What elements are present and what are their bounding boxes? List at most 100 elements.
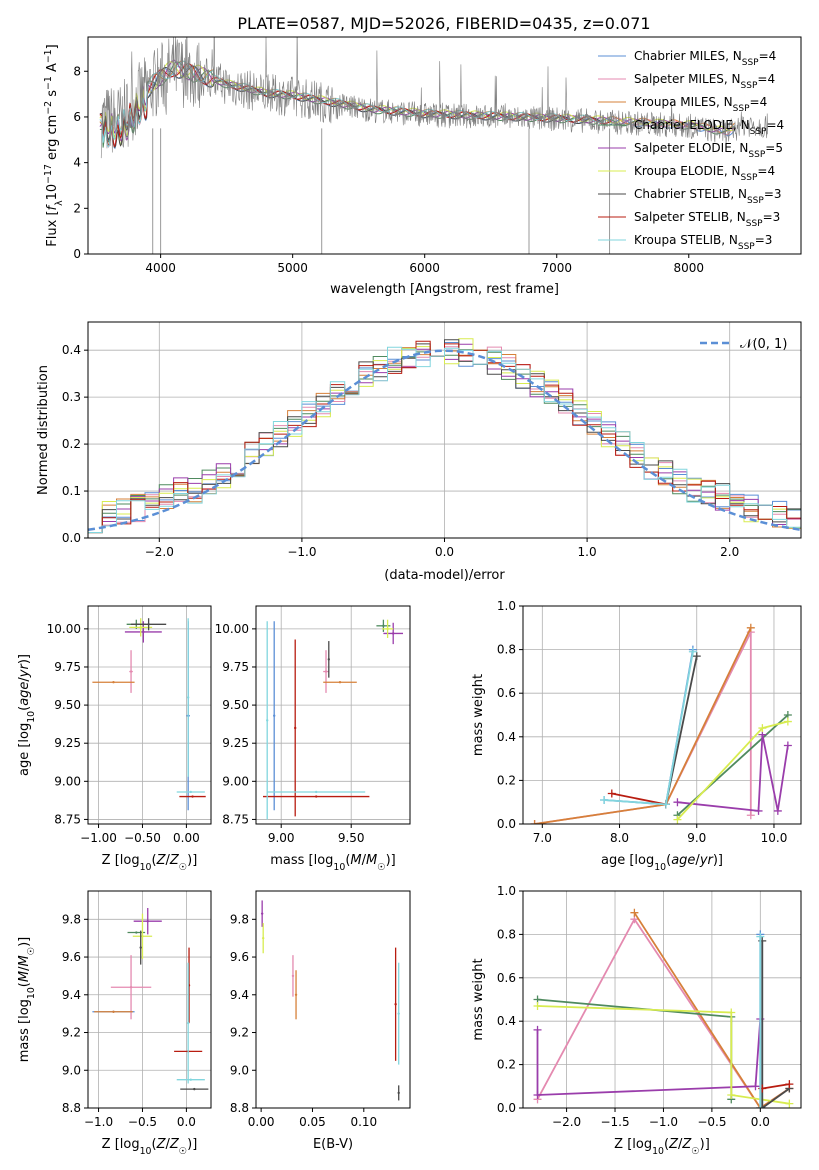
- label-part: Z: [169, 1137, 180, 1152]
- panel-residual-histogram: −2.0 −1.0 0.0 1.0 2.0 0.0 0.1 0.2 0.3 0.4 𝒩(0, 1) (…: [36, 321, 802, 583]
- data-point: [129, 670, 133, 673]
- mass-weight-series: [611, 792, 667, 806]
- y-tick-label: 10.00: [47, 622, 81, 636]
- plot-area: [99, 37, 768, 254]
- axes-frame: [522, 605, 802, 825]
- y-tick-label: 9.25: [222, 736, 249, 750]
- plot-area: [260, 900, 400, 1101]
- axes-frame: [255, 605, 411, 825]
- plus-marker: [688, 647, 697, 656]
- data-point: [141, 935, 144, 938]
- label-part: −17: [43, 164, 54, 184]
- panel-age-vs-mass: 9.00 9.50 8.75 9.00 9.25 9.50 9.75 10.00 mass [l…: [215, 605, 411, 873]
- y-tick-label: 6: [73, 110, 81, 124]
- data-point: [338, 681, 342, 684]
- legend-label: Chabrier STELIB, NSSP=3: [634, 187, 782, 206]
- data-point: [392, 632, 395, 635]
- data-point: [294, 993, 298, 996]
- y-tick-label: 0.1: [62, 484, 81, 498]
- x-tick-label: 8000: [673, 261, 704, 275]
- legend-label: Kroupa ELODIE, NSSP=4: [634, 164, 775, 183]
- x-tick-label: −1.0: [649, 1115, 678, 1129]
- y-tick-label: 0.2: [62, 437, 81, 451]
- y-tick-label: 0.0: [497, 817, 516, 831]
- data-point: [327, 658, 330, 661]
- label-part: (: [666, 853, 671, 868]
- label-part: )]: [17, 654, 32, 664]
- legend-tail: =3: [763, 210, 781, 224]
- y-tick-label: 4: [73, 156, 81, 170]
- y-tick-label: 8: [73, 64, 81, 78]
- label-part: Z [log: [102, 853, 140, 868]
- label-part: A: [45, 63, 60, 76]
- x-tick-label: 2.0: [720, 545, 739, 559]
- x-tick-label: −0.5: [697, 1115, 726, 1129]
- legend-label: Kroupa STELIB, NSSP=3: [634, 233, 772, 252]
- label-part: /: [17, 677, 32, 682]
- data-point: [397, 1012, 400, 1015]
- y-tick-label: 0.0: [497, 1101, 516, 1115]
- label-part: Z: [169, 853, 180, 868]
- panel-mass-weight-vs-Z: −2.0 −1.5 −1.0 −0.5 0.0 0.0 0.2 0.4 0.6 0.8 1.0 Z […: [471, 884, 802, 1157]
- y-tick-label: 0.0: [62, 531, 81, 545]
- label-part: M: [17, 971, 32, 982]
- x-tick-label: 0.0: [177, 1115, 196, 1129]
- plus-marker: [607, 789, 616, 798]
- axes-frame: [87, 605, 212, 825]
- legend-tail: =3: [755, 233, 773, 247]
- legend-sub: SSP: [750, 127, 767, 137]
- x-axis-label: mass [log10(M/M☉)]: [270, 853, 396, 873]
- data-point: [191, 795, 194, 798]
- x-tick-label: 9.0: [687, 831, 706, 845]
- y-tick-label: 9.00: [222, 774, 249, 788]
- data-point: [186, 696, 190, 699]
- plus-marker: [756, 1104, 765, 1108]
- y-tick-label: 0.2: [497, 773, 516, 787]
- y-tick-label: 0.2: [497, 1058, 516, 1072]
- x-tick-label: 9.50: [338, 831, 365, 845]
- label-part: mass [log: [17, 999, 32, 1062]
- y-tick-label: 9.8: [230, 912, 249, 926]
- mass-weight-series: [676, 720, 789, 821]
- x-axis-label: Z [log10(Z/Z☉)]: [102, 853, 198, 873]
- legend-sub: SSP: [741, 81, 758, 91]
- data-point: [315, 790, 318, 794]
- label-part: /: [678, 1137, 683, 1152]
- label-part: )]: [187, 1137, 197, 1152]
- data-point: [294, 726, 297, 730]
- data-point: [261, 936, 265, 940]
- y-tick-label: 0.8: [497, 643, 516, 657]
- x-tick-label: 0.10: [350, 1115, 377, 1129]
- x-tick-label: 4000: [145, 261, 176, 275]
- data-point: [147, 623, 150, 626]
- y-tick-label: 9.50: [222, 698, 249, 712]
- legend-sub: SSP: [748, 150, 765, 160]
- x-tick-label: 0.0: [435, 545, 454, 559]
- legend-text: Chabrier STELIB, N: [634, 187, 747, 201]
- label-part: erg cm: [45, 115, 60, 164]
- y-tick-label: 10.00: [215, 622, 249, 636]
- legend-sub: SSP: [742, 58, 759, 68]
- label-part: )]: [17, 937, 32, 947]
- label-part: )]: [700, 1137, 710, 1152]
- label-part: ☉: [377, 862, 385, 873]
- y-tick-label: 9.25: [54, 736, 81, 750]
- y-tick-label: 1.0: [497, 884, 516, 898]
- y-tick-label: 9.4: [230, 988, 249, 1002]
- mass-weight-series: [536, 1018, 762, 1096]
- label-part: 10: [140, 1146, 152, 1157]
- data-point: [189, 1078, 192, 1081]
- plus-marker: [533, 1090, 542, 1099]
- label-part: age [log: [17, 723, 32, 776]
- x-tick-label: 6000: [409, 261, 440, 275]
- y-tick-label: 0.4: [497, 730, 516, 744]
- label-part: −1: [43, 76, 54, 90]
- y-tick-label: 9.0: [230, 1063, 249, 1077]
- label-part: )]: [187, 853, 197, 868]
- label-part: M: [350, 853, 361, 868]
- mass-weight-series: [534, 631, 752, 824]
- plot-area: [530, 623, 792, 824]
- label-part: Z: [681, 1137, 692, 1152]
- data-point: [146, 919, 149, 923]
- legend-sub: SSP: [733, 104, 750, 114]
